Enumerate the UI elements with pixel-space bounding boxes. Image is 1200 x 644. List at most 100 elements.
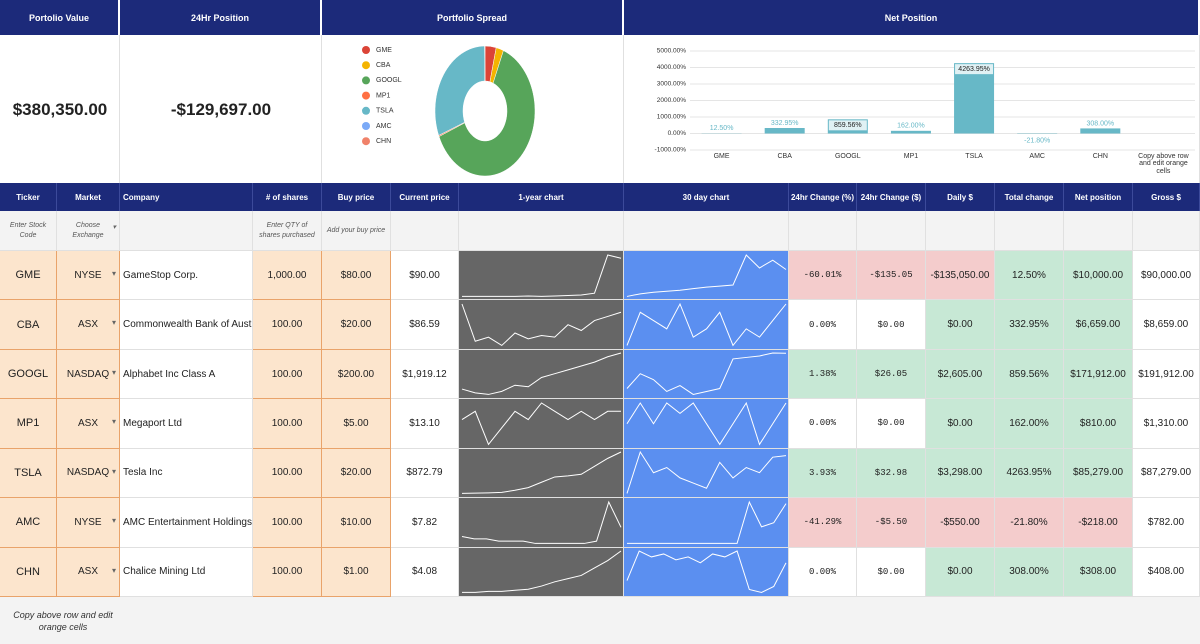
hint-cell xyxy=(459,211,624,251)
table-cell: $0.00 xyxy=(926,547,995,597)
table-cell: TSLA xyxy=(0,448,57,499)
section-header: Portfolio Spread xyxy=(322,0,624,35)
column-header: 24hr Change ($) xyxy=(857,183,926,211)
table-cell: $1.00 xyxy=(322,547,391,597)
table-cell: $90.00 xyxy=(391,251,459,301)
hint-cell xyxy=(926,211,995,251)
x-tick-label: AMC xyxy=(1029,153,1045,160)
hint-cell xyxy=(120,211,253,251)
table-cell: NYSE ▾ xyxy=(57,251,120,301)
sparkline-cell xyxy=(459,300,624,350)
table-cell: $1,310.00 xyxy=(1133,399,1200,449)
hint-cell: Enter Stock Code xyxy=(0,211,57,251)
table-cell: $0.00 xyxy=(857,399,926,449)
pie-slice xyxy=(438,50,536,177)
table-cell: 3.93% xyxy=(789,448,857,499)
portfolio-value: $380,350.00 xyxy=(12,100,108,119)
y-tick-label: 3000.00% xyxy=(657,81,686,88)
sparkline-line xyxy=(461,352,622,396)
table-cell: GME xyxy=(0,251,57,301)
column-header: Ticker xyxy=(0,183,57,211)
x-tick-label: Copy above row and edit orange cells xyxy=(1138,153,1189,175)
value-label: 332.95% xyxy=(771,120,799,127)
table-cell: -21.80% xyxy=(995,498,1064,548)
value-label: 859.56% xyxy=(834,122,862,129)
sparkline-cell xyxy=(624,251,789,301)
dropdown-arrow: ▾ xyxy=(111,417,116,427)
table-cell: $80.00 xyxy=(322,251,391,301)
legend-swatch xyxy=(362,137,370,146)
table-cell: 308.00% xyxy=(995,547,1064,597)
value-label-box xyxy=(955,64,994,75)
column-header: Current price xyxy=(391,183,459,211)
hint-cell xyxy=(391,211,459,251)
sparkline-cell xyxy=(624,300,789,350)
table-cell: $2,605.00 xyxy=(926,349,995,400)
sparkline-line xyxy=(461,451,622,495)
sparkline-line xyxy=(626,550,787,594)
sparkline-line xyxy=(626,253,787,297)
column-header: 24hr Change (%) xyxy=(789,183,857,211)
x-tick-label: GME xyxy=(713,153,730,160)
hint-cell: Choose Exchange ▾ xyxy=(57,211,120,251)
sparkline xyxy=(626,302,787,347)
y-tick-label: 1000.00% xyxy=(657,114,686,121)
table-cell: -$218.00 xyxy=(1064,498,1133,548)
table-cell: 0.00% xyxy=(789,547,857,597)
sparkline-line xyxy=(626,401,787,446)
bar xyxy=(764,128,805,134)
sparkline-cell xyxy=(624,498,789,548)
table-cell: Chalice Mining Ltd xyxy=(120,547,253,597)
sparkline-line xyxy=(461,303,622,346)
table-cell: 100.00 xyxy=(253,547,322,597)
table-cell: $6,659.00 xyxy=(1064,300,1133,350)
sparkline-line xyxy=(626,352,787,396)
table-cell: Alphabet Inc Class A xyxy=(120,349,253,400)
table-cell: NYSE ▾ xyxy=(57,498,120,548)
table-cell: -$5.50 xyxy=(857,498,926,548)
y-tick-label: 5000.00% xyxy=(657,48,686,55)
table-cell: $13.10 xyxy=(391,399,459,449)
dropdown-arrow: ▾ xyxy=(111,516,116,526)
legend-label: AMC xyxy=(376,123,392,130)
sparkline-cell xyxy=(624,349,789,400)
y-tick-label: 4000.00% xyxy=(657,64,686,71)
footer-row xyxy=(0,597,1200,644)
table-cell: -$550.00 xyxy=(926,498,995,548)
section-panel xyxy=(322,35,624,183)
pie-slice xyxy=(434,45,486,136)
sparkline xyxy=(461,402,621,446)
dropdown-arrow: ▾ xyxy=(111,269,116,278)
hint-cell xyxy=(1133,211,1200,251)
table-cell: $171,912.00 xyxy=(1064,349,1133,400)
bar xyxy=(1080,128,1121,134)
table-cell: $200.00 xyxy=(322,349,391,400)
table-cell: NASDAQ ▾ xyxy=(57,448,120,499)
x-tick-label: CBA xyxy=(777,153,792,160)
hint-cell xyxy=(995,211,1064,251)
table-cell: -$135,050.00 xyxy=(926,251,995,301)
table-cell: AMC xyxy=(0,498,57,548)
sparkline xyxy=(626,550,787,594)
sparkline-cell xyxy=(459,251,624,301)
sparkline-line xyxy=(462,253,622,297)
table-cell: $87,279.00 xyxy=(1133,448,1200,499)
dropdown-arrow: ▾ xyxy=(111,565,116,575)
sparkline-cell xyxy=(459,448,624,499)
sparkline-cell xyxy=(459,498,624,548)
column-header: Gross $ xyxy=(1133,183,1200,211)
sparkline xyxy=(462,550,622,594)
table-cell: $810.00 xyxy=(1064,399,1133,449)
y-tick-label: -1000.00% xyxy=(655,147,687,154)
column-header: 1-year chart xyxy=(459,183,624,211)
table-cell: 859.56% xyxy=(995,349,1064,400)
table-cell: $20.00 xyxy=(322,300,391,350)
table-cell: 100.00 xyxy=(253,498,322,548)
sparkline xyxy=(627,500,787,544)
hint-cell: Add your buy price xyxy=(322,211,391,251)
dropdown-arrow: ▾ xyxy=(111,318,116,328)
legend-label: GME xyxy=(376,47,392,54)
legend-label: MP1 xyxy=(376,92,391,99)
sparkline xyxy=(461,303,622,346)
table-cell: GOOGL xyxy=(0,349,57,400)
